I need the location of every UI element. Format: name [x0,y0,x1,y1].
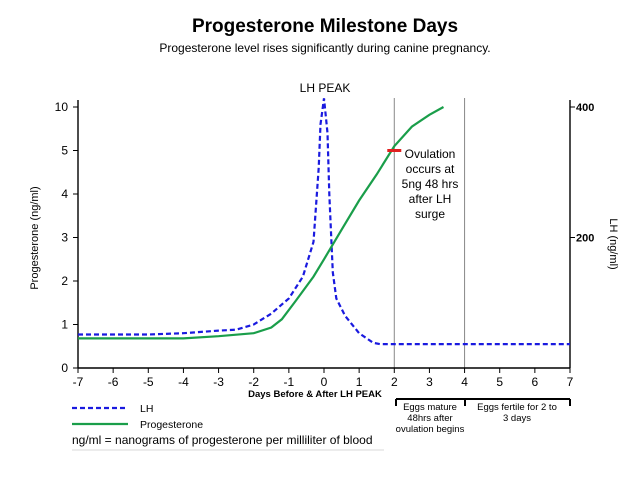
footnote: ng/ml = nanograms of progesterone per mi… [72,433,373,447]
y2-tick-label: 400 [576,102,594,114]
tick-marks [73,106,575,373]
legend: LH Progesterone [72,403,203,431]
y-tick-label: 10 [55,100,69,114]
x-tick-label: 7 [567,375,574,389]
x-tick-label: 4 [461,375,468,389]
chart-subtitle: Progesterone level rises significantly d… [159,41,490,55]
y2-axis-label: LH (ng/ml) [607,218,619,269]
y-axis-label: Progesterone (ng/ml) [29,186,41,289]
legend-label-lh: LH [140,403,153,415]
x-tick-label: -1 [284,375,295,389]
eggs-fertile-line-1: Eggs fertile for 2 to [477,402,557,413]
ovulation-label-line-4: after LH [409,192,452,206]
x-tick-label: -6 [108,375,119,389]
y2-tick-labels: 200 400 [576,102,594,245]
x-tick-label: -2 [248,375,259,389]
legend-label-progesterone: Progesterone [140,419,203,431]
x-tick-labels: -7 -6 -5 -4 -3 -2 -1 0 1 2 3 4 5 6 7 [73,375,574,389]
eggs-mature-line-1: Eggs mature [403,402,457,413]
y-tick-labels: 0 1 2 3 4 5 10 [55,100,69,375]
x-tick-label: 6 [532,375,539,389]
x-tick-label: -5 [143,375,154,389]
series-line-progesterone [78,106,445,340]
x-tick-label: 2 [391,375,398,389]
y-tick-label: 3 [61,231,68,245]
y2-tick-label: 200 [576,233,594,245]
x-tick-label: -3 [213,375,224,389]
ovulation-label-line-5: surge [415,207,445,221]
x-tick-label: 5 [496,375,503,389]
eggs-mature-line-3: ovulation begins [396,424,465,435]
y-tick-label: 0 [61,361,68,375]
eggs-fertile-line-2: 3 days [503,413,531,424]
y-tick-label: 5 [61,144,68,158]
y-tick-label: 4 [61,187,68,201]
x-axis-label: Days Before & After LH PEAK [248,389,382,400]
x-tick-label: 1 [356,375,363,389]
y-tick-label: 1 [61,318,68,332]
ovulation-label-line-2: occurs at [406,162,455,176]
x-tick-label: 0 [321,375,328,389]
series-line-lh [78,98,570,346]
ovulation-label-line-1: Ovulation [405,147,456,161]
lh-peak-label: LH PEAK [300,81,351,95]
chart-title: Progesterone Milestone Days [192,16,458,37]
x-tick-label: 3 [426,375,433,389]
y-tick-label: 2 [61,274,68,288]
ovulation-label-line-3: 5ng 48 hrs [402,177,459,191]
x-tick-label: -7 [73,375,84,389]
eggs-mature-line-2: 48hrs after [407,413,452,424]
x-tick-label: -4 [178,375,189,389]
phase-brackets [395,398,571,406]
